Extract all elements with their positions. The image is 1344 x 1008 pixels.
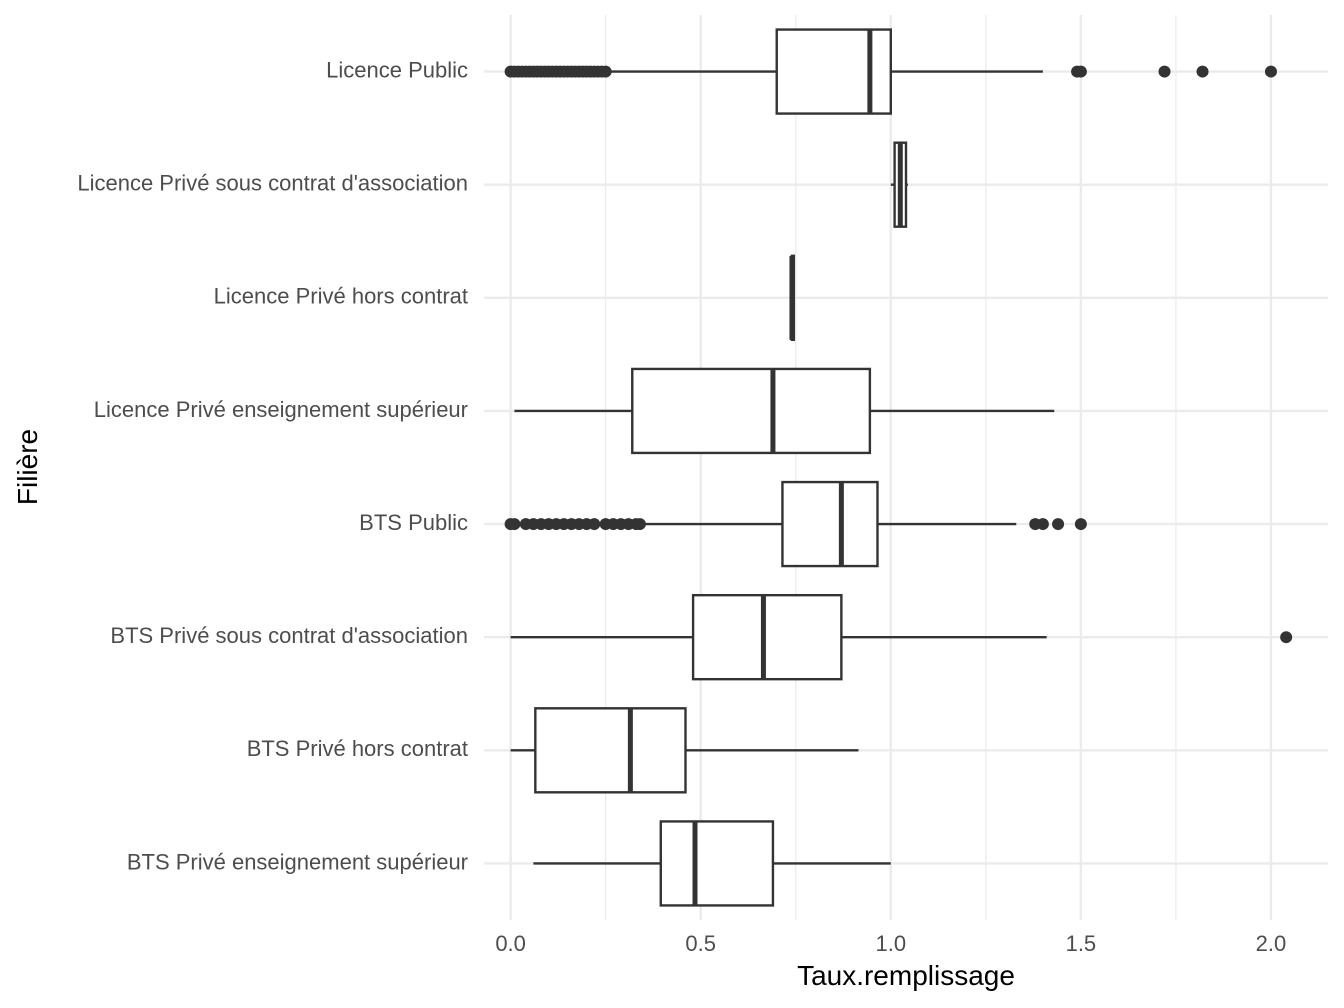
x-axis-title: Taux.remplissage	[797, 960, 1015, 991]
box-iqr	[691, 593, 843, 681]
box-iqr	[659, 820, 775, 907]
outlier-point	[1074, 518, 1087, 531]
outlier-point	[633, 518, 646, 531]
y-tick-label: BTS Privé hors contrat	[247, 736, 468, 761]
outlier-point	[508, 518, 521, 531]
outlier-point	[599, 65, 612, 78]
boxes	[504, 28, 1293, 907]
box-iqr	[781, 480, 879, 568]
y-tick-label: BTS Public	[359, 510, 468, 535]
x-tick-label: 1.5	[1066, 931, 1097, 956]
box-2	[789, 254, 796, 342]
outlier-point	[1196, 65, 1209, 78]
box-iqr	[775, 28, 892, 115]
outlier-point	[1074, 65, 1087, 78]
y-tick-label: Licence Privé sous contrat d'association	[77, 171, 468, 196]
box-0	[504, 28, 1277, 115]
x-tick-label: 1.0	[875, 931, 906, 956]
y-tick-label: Licence Public	[326, 57, 468, 82]
outlier-point	[1158, 65, 1171, 78]
outlier-point	[1036, 518, 1049, 531]
y-axis-title: Filière	[12, 429, 43, 505]
x-tick-label: 0.5	[685, 931, 716, 956]
x-tick-label: 2.0	[1256, 931, 1287, 956]
box-6	[510, 707, 859, 794]
outlier-point	[1052, 518, 1065, 531]
box-7	[533, 820, 891, 907]
box-1	[890, 141, 908, 228]
x-tick-labels: 0.0 0.5 1.0 1.5 2.0	[495, 931, 1286, 956]
box-iqr	[534, 707, 687, 794]
y-tick-labels: Licence Public Licence Privé sous contrat…	[77, 57, 468, 874]
outlier-point	[1264, 65, 1277, 78]
y-tick-label: Licence Privé enseignement supérieur	[94, 397, 468, 422]
box-5	[510, 593, 1293, 681]
outlier-point	[1280, 631, 1293, 644]
y-tick-label: Licence Privé hors contrat	[214, 284, 468, 309]
box-4	[504, 480, 1087, 568]
box-iqr	[631, 367, 872, 455]
x-tick-label: 0.0	[495, 931, 526, 956]
box-3	[514, 367, 1055, 455]
y-tick-label: BTS Privé enseignement supérieur	[127, 849, 468, 874]
outlier-point	[588, 518, 601, 531]
y-tick-label: BTS Privé sous contrat d'association	[110, 623, 468, 648]
